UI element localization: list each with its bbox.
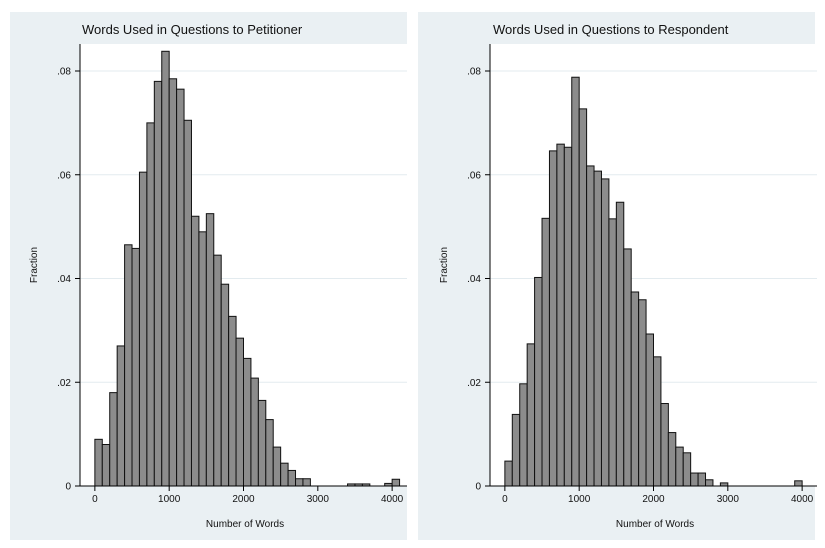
histogram-bar <box>235 337 244 487</box>
x-axis-label: Number of Words <box>206 519 284 530</box>
histogram-bar <box>168 78 178 487</box>
histogram-bar <box>556 143 565 487</box>
histogram-bar <box>504 460 513 487</box>
x-tick-label: 3000 <box>717 494 740 505</box>
histogram-bar <box>675 446 684 487</box>
histogram-bar <box>205 213 215 487</box>
x-tick-label: 3000 <box>307 494 330 505</box>
histogram-bar <box>280 462 289 487</box>
histogram-bar <box>228 315 237 487</box>
y-tick-label: .04 <box>467 274 481 285</box>
histogram-bar <box>593 170 602 487</box>
y-axis-label: Fraction <box>29 247 40 283</box>
x-tick-label: 1000 <box>158 494 181 505</box>
histogram-bar <box>645 333 654 487</box>
y-tick-label: .02 <box>467 378 481 389</box>
histogram-bar <box>653 356 662 487</box>
x-tick-label: 2000 <box>642 494 665 505</box>
histogram-bar <box>541 217 550 487</box>
histogram-bar <box>794 480 803 487</box>
histogram-bar <box>705 479 714 487</box>
histogram-bar <box>272 446 282 487</box>
y-tick-label: 0 <box>475 482 481 493</box>
histogram-bar <box>526 343 536 487</box>
histogram-bar <box>198 231 207 487</box>
histogram-bar <box>608 218 617 487</box>
x-tick-label: 0 <box>92 494 98 505</box>
y-axis-label: Fraction <box>439 247 450 283</box>
histogram-bar <box>295 478 304 487</box>
chart-title: Words Used in Questions to Respondent <box>493 22 729 37</box>
histogram-bar <box>213 254 222 487</box>
histogram-bar <box>153 80 163 487</box>
histogram-bar <box>548 150 558 487</box>
y-tick-label: .08 <box>57 67 71 78</box>
y-tick-label: .06 <box>57 170 71 181</box>
y-tick-label: 0 <box>65 482 71 493</box>
histogram-bar <box>131 247 140 487</box>
chart-title: Words Used in Questions to Petitioner <box>82 22 303 37</box>
histogram-panel-1: 0 .02 .04 .06 .08 0 1000 2000 3000 4000 Words Used… <box>10 12 407 540</box>
histogram-bar <box>586 165 595 487</box>
y-tick-label: .08 <box>467 67 481 78</box>
histogram-bar <box>697 472 707 487</box>
histogram-bar <box>623 248 632 487</box>
histogram-bar <box>511 413 521 487</box>
histogram-bar <box>638 299 647 487</box>
y-tick-label: .06 <box>467 170 481 181</box>
histogram-bar <box>109 392 118 487</box>
histogram-bar <box>101 444 111 487</box>
x-tick-label: 4000 <box>381 494 404 505</box>
x-tick-label: 2000 <box>232 494 255 505</box>
histogram-bar <box>534 276 543 487</box>
histogram-bar <box>563 146 573 487</box>
histogram-bar <box>176 88 185 487</box>
histogram-bar <box>220 283 230 487</box>
histogram-bar <box>190 215 200 487</box>
histogram-bar <box>116 345 126 487</box>
x-tick-label: 0 <box>502 494 508 505</box>
histogram-bar <box>257 399 267 487</box>
x-tick-label: 4000 <box>791 494 814 505</box>
histogram-bar <box>287 469 297 487</box>
histogram-bar <box>138 171 148 487</box>
histogram-panel-2: 0 .02 .04 .06 .08 0 1000 2000 3000 4000 Words Used… <box>418 12 817 540</box>
histogram-bar <box>615 201 625 487</box>
histogram-bar <box>391 478 401 487</box>
histogram-bar <box>682 452 692 487</box>
x-axis-label: Number of Words <box>616 519 694 530</box>
histogram-bar <box>183 119 192 487</box>
histogram-bar <box>578 108 588 487</box>
y-tick-label: .04 <box>57 274 71 285</box>
histogram-bar <box>690 472 699 487</box>
histogram-bar <box>600 178 610 487</box>
histogram-bar <box>243 357 252 487</box>
histogram-bar <box>302 478 311 487</box>
histogram-bar <box>630 291 640 487</box>
histogram-bar <box>571 76 580 487</box>
histogram-bar <box>250 377 259 487</box>
histogram-bar <box>519 383 528 487</box>
histogram-bar <box>146 122 155 487</box>
y-tick-label: .02 <box>57 378 71 389</box>
histogram-bar <box>161 50 170 487</box>
x-tick-label: 1000 <box>568 494 591 505</box>
histogram-bar <box>124 244 133 487</box>
histogram-bar <box>660 403 669 487</box>
histogram-bar <box>94 438 103 487</box>
histogram-bar <box>265 419 274 487</box>
histogram-bar <box>667 432 677 487</box>
